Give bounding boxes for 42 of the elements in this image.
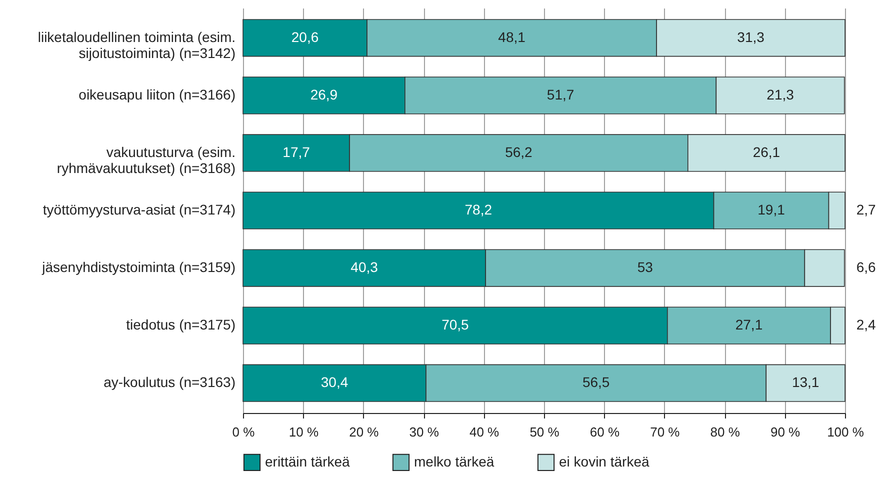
data-label: 19,1 — [758, 202, 786, 218]
y-tick-label: työttömyysturva-asiat (n=3174) — [42, 202, 236, 218]
legend-label: erittäin tärkeä — [265, 453, 350, 470]
x-tick-label: 90 % — [770, 424, 801, 440]
x-tick-label: 80 % — [710, 424, 740, 440]
legend-label: melko tärkeä — [414, 453, 494, 470]
data-label: 30,4 — [320, 374, 348, 390]
y-tick-label: tiedotus (n=3175) — [126, 316, 236, 333]
data-label: 78,2 — [464, 202, 492, 218]
x-tick-label: 40 % — [469, 424, 500, 440]
data-label: 56,5 — [582, 374, 610, 390]
y-tick-label: vakuutusturva (esim. ryhmävakuutukset) (n=3168) — [56, 144, 236, 176]
data-label: 51,7 — [546, 86, 574, 102]
x-tick-label: 60 % — [590, 424, 620, 440]
y-tick-label: liiketaloudellinen toiminta (esim. sijoitustoiminta) (n=3142) — [38, 28, 236, 61]
data-label: 27,1 — [735, 316, 763, 333]
data-label: 17,7 — [282, 144, 310, 160]
x-tick-label: 70 % — [650, 424, 680, 440]
x-tick-label: 0 % — [232, 424, 256, 440]
y-tick-label: ay-koulutus (n=3163) — [104, 374, 236, 390]
x-tick-label: 50 % — [530, 424, 560, 440]
data-label: 13,1 — [792, 374, 820, 390]
x-tick-label: 30 % — [409, 424, 440, 440]
data-label: 21,3 — [766, 86, 794, 102]
y-tick-label: oikeusapu liiton (n=3166) — [78, 86, 236, 102]
data-label: 6,6 — [856, 259, 876, 276]
data-label: 40,3 — [350, 259, 378, 276]
data-label: 26,1 — [752, 144, 780, 160]
data-label: 31,3 — [737, 28, 765, 45]
data-label: 56,2 — [505, 144, 533, 160]
legend-label: ei kovin tärkeä — [559, 453, 650, 470]
data-label: 20,6 — [291, 28, 319, 45]
data-label: 48,1 — [498, 28, 526, 45]
data-label: 2,4 — [856, 316, 876, 333]
x-tick-label: 20 % — [349, 424, 380, 440]
x-tick-label: 100 % — [827, 424, 864, 440]
data-label: 70,5 — [442, 316, 470, 333]
data-label: 2,7 — [856, 202, 876, 218]
data-label: 53 — [637, 259, 654, 276]
y-tick-label: jäsenyhdistystoiminta (n=3159) — [41, 259, 236, 276]
x-tick-label: 10 % — [288, 424, 319, 440]
data-label: 26,9 — [310, 86, 338, 102]
